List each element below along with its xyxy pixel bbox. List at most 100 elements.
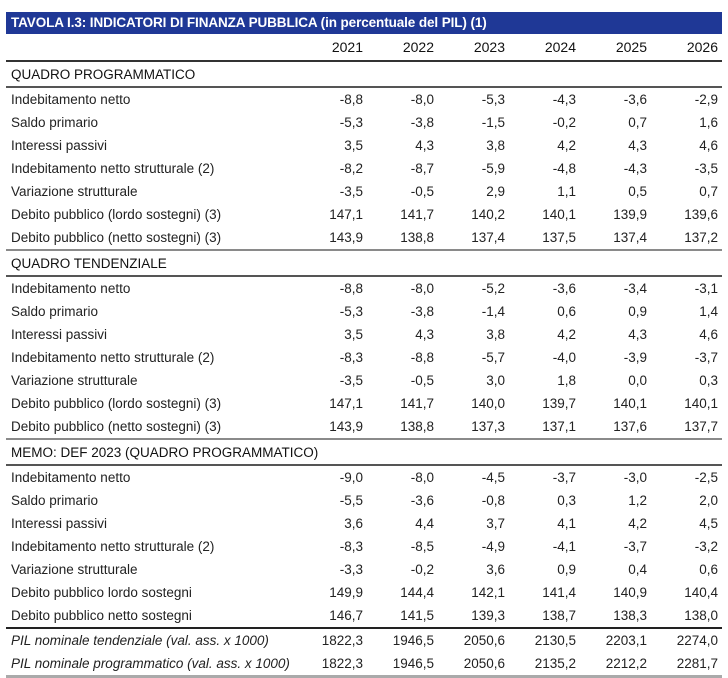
value-cell: -4,0 [552, 350, 576, 365]
pil-value-cell: 2274,0 [676, 633, 718, 648]
row-label: Saldo primario [11, 115, 99, 130]
row-label: Interessi passivi [11, 516, 108, 531]
value-cell: 141,7 [400, 207, 434, 222]
value-cell: 137,3 [438, 415, 509, 440]
value-cell: 0,9 [557, 562, 576, 577]
value-cell: 0,5 [628, 184, 647, 199]
value-cell: -4,5 [481, 470, 505, 485]
year-header: 2023 [438, 34, 509, 62]
value-cell: 146,7 [296, 604, 367, 629]
table-row: Indebitamento netto strutturale (2) -8,3 -… [6, 535, 722, 558]
value-cell: -8,7 [410, 161, 434, 176]
value-cell: 140,1 [684, 396, 718, 411]
value-cell: 4,5 [699, 516, 718, 531]
pil-row-label: PIL nominale programmatico (val. ass. x … [6, 652, 296, 678]
value-cell: 140,9 [613, 585, 647, 600]
pil-row-label: PIL nominale tendenziale (val. ass. x 10… [11, 633, 269, 648]
value-cell: 1,6 [699, 115, 718, 130]
row-label: Saldo primario [11, 304, 99, 319]
value-cell: -8,2 [339, 161, 363, 176]
value-cell: 2,0 [699, 493, 718, 508]
value-cell: 137,5 [509, 226, 580, 251]
value-cell: -5,2 [481, 281, 505, 296]
table-row: Variazione strutturale -3,3 -0,2 3,6 0,9 0,4 0… [6, 558, 722, 581]
value-cell: 0,6 [699, 562, 718, 577]
value-cell: -3,0 [623, 470, 647, 485]
value-cell: 4,1 [557, 516, 576, 531]
pil-value-cell: 2212,2 [580, 652, 651, 678]
value-cell: 0,9 [628, 304, 647, 319]
section-heading: MEMO: DEF 2023 (QUADRO PROGRAMMATICO) [6, 439, 722, 466]
value-cell: 143,9 [296, 226, 367, 251]
table-row: Interessi passivi 3,5 4,3 3,8 4,2 4,3 4,6 [6, 323, 722, 346]
table-row: Debito pubblico (netto sostegni) (3) 143,… [6, 415, 722, 440]
value-cell: 2,9 [486, 184, 505, 199]
value-cell: 138,0 [651, 604, 722, 629]
value-cell: -3,6 [552, 281, 576, 296]
value-cell: -4,9 [481, 539, 505, 554]
value-cell: -8,0 [410, 92, 434, 107]
value-cell: 138,8 [367, 415, 438, 440]
row-label: Interessi passivi [11, 327, 108, 342]
value-cell: 3,6 [344, 516, 363, 531]
row-label: Saldo primario [11, 493, 99, 508]
row-label: Variazione strutturale [11, 562, 138, 577]
value-cell: -3,3 [339, 562, 363, 577]
value-cell: -0,5 [410, 373, 434, 388]
value-cell: -0,2 [410, 562, 434, 577]
value-cell: -5,9 [481, 161, 505, 176]
value-cell: -4,8 [552, 161, 576, 176]
value-cell: 3,6 [486, 562, 505, 577]
value-cell: 3,8 [486, 138, 505, 153]
value-cell: 139,9 [613, 207, 647, 222]
value-cell: 137,6 [580, 415, 651, 440]
value-cell: 140,4 [684, 585, 718, 600]
value-cell: -3,2 [694, 539, 718, 554]
value-cell: -3,4 [623, 281, 647, 296]
value-cell: -3,7 [623, 539, 647, 554]
pil-row: PIL nominale tendenziale (val. ass. x 10… [6, 628, 722, 652]
value-cell: -3,1 [694, 281, 718, 296]
value-cell: 140,1 [542, 207, 576, 222]
value-cell: -3,5 [694, 161, 718, 176]
value-cell: 141,4 [542, 585, 576, 600]
value-cell: 0,7 [628, 115, 647, 130]
value-cell: 139,3 [438, 604, 509, 629]
value-cell: 147,1 [329, 396, 363, 411]
value-cell: 137,7 [651, 415, 722, 440]
value-cell: 139,6 [684, 207, 718, 222]
value-cell: -8,5 [410, 539, 434, 554]
row-label: Indebitamento netto [11, 281, 131, 296]
value-cell: 139,7 [542, 396, 576, 411]
value-cell: -5,3 [481, 92, 505, 107]
value-cell: -4,3 [623, 161, 647, 176]
value-cell: 0,3 [557, 493, 576, 508]
value-cell: -8,0 [410, 470, 434, 485]
row-label: Variazione strutturale [11, 184, 138, 199]
year-header: 2025 [580, 34, 651, 62]
value-cell: -3,5 [339, 184, 363, 199]
row-label: Indebitamento netto strutturale (2) [11, 350, 215, 365]
value-cell: -0,5 [410, 184, 434, 199]
pil-value-cell: 1822,3 [321, 633, 363, 648]
value-cell: -3,9 [623, 350, 647, 365]
section-heading-row: QUADRO TENDENZIALE [6, 250, 722, 277]
table-row: Saldo primario -5,3 -3,8 -1,5 -0,2 0,7 1,6 [6, 111, 722, 134]
value-cell: 3,7 [486, 516, 505, 531]
value-cell: 4,6 [699, 138, 718, 153]
value-cell: -0,8 [481, 493, 505, 508]
table-row: Interessi passivi 3,6 4,4 3,7 4,1 4,2 4,5 [6, 512, 722, 535]
value-cell: -3,8 [410, 115, 434, 130]
value-cell: 138,7 [509, 604, 580, 629]
value-cell: 4,2 [557, 138, 576, 153]
value-cell: 4,2 [628, 516, 647, 531]
row-label: Interessi passivi [11, 138, 108, 153]
value-cell: -5,3 [339, 115, 363, 130]
value-cell: -1,4 [481, 304, 505, 319]
value-cell: 1,4 [699, 304, 718, 319]
row-label: Indebitamento netto strutturale (2) [11, 161, 215, 176]
value-cell: 149,9 [329, 585, 363, 600]
pil-value-cell: 1946,5 [367, 652, 438, 678]
value-cell: -4,3 [552, 92, 576, 107]
section-heading: QUADRO PROGRAMMATICO [6, 61, 722, 88]
